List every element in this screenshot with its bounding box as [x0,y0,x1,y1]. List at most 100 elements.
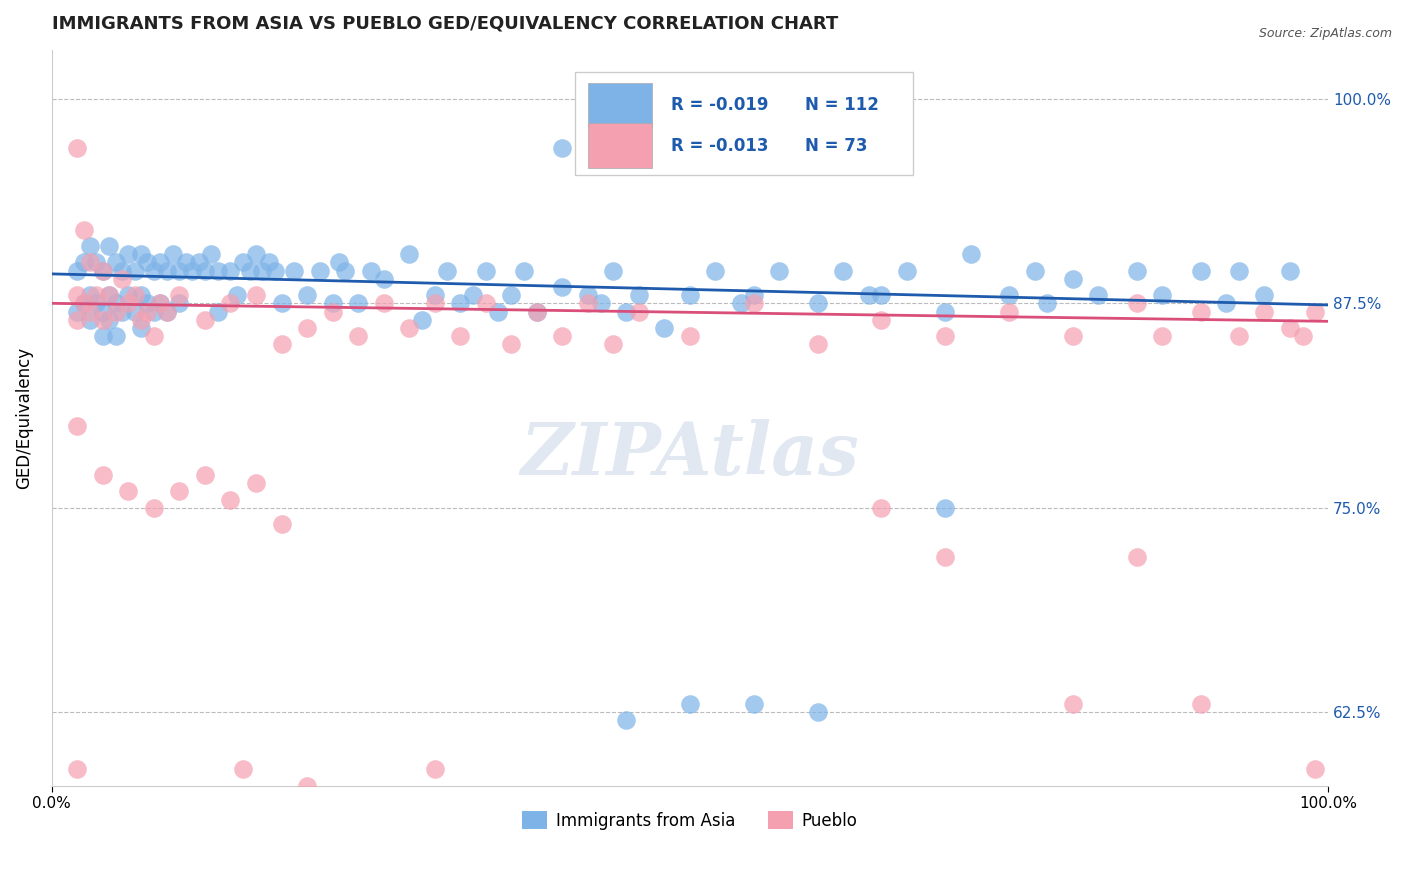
Point [91,263,114,277]
Point [322,304,344,318]
Point [66,288,89,302]
Point [1215,296,1237,310]
Point [73,296,96,310]
Point [169,288,191,302]
Point [858,288,880,302]
Point [104,304,127,318]
Point [501,337,523,351]
Point [194,263,217,277]
Point [91,312,114,326]
Point [870,288,893,302]
Point [551,329,574,343]
Point [335,263,357,277]
Text: Source: ZipAtlas.com: Source: ZipAtlas.com [1258,27,1392,40]
Point [1278,263,1301,277]
Point [252,263,274,277]
Point [1253,304,1275,318]
Point [91,263,114,277]
Point [245,476,267,491]
Point [934,329,956,343]
Text: N = 73: N = 73 [804,136,868,154]
Point [86,288,108,302]
Point [870,500,893,515]
Point [169,484,191,499]
Point [1189,304,1212,318]
Point [1189,263,1212,277]
Point [270,337,292,351]
Point [347,296,370,310]
Point [79,304,101,318]
Point [270,517,292,532]
Point [219,492,242,507]
Point [1305,763,1327,777]
Point [576,288,599,302]
Point [360,263,382,277]
Point [73,296,96,310]
Point [207,304,229,318]
Point [806,296,828,310]
Point [806,705,828,719]
Point [513,263,536,277]
Point [169,263,191,277]
Point [98,312,121,326]
Point [474,263,496,277]
Point [742,288,765,302]
Point [129,247,152,261]
Point [614,714,637,728]
Point [187,255,209,269]
Point [181,263,204,277]
Point [66,312,89,326]
Point [768,263,790,277]
Point [124,263,146,277]
Point [501,288,523,302]
Point [79,255,101,269]
Point [295,321,318,335]
Point [104,255,127,269]
Point [79,312,101,326]
Point [742,697,765,711]
Point [142,304,165,318]
Point [239,263,262,277]
Point [423,288,446,302]
Point [156,304,179,318]
Point [264,263,287,277]
Text: R = -0.019: R = -0.019 [671,96,768,114]
Point [806,337,828,351]
Point [1278,321,1301,335]
Point [66,304,89,318]
Point [411,312,433,326]
Point [283,263,305,277]
FancyBboxPatch shape [588,83,651,127]
Point [225,288,247,302]
Point [270,296,292,310]
Point [129,321,152,335]
Point [136,304,159,318]
Point [474,296,496,310]
Point [373,272,395,286]
Point [142,329,165,343]
Point [436,263,458,277]
Point [347,329,370,343]
Point [73,223,96,237]
Point [219,296,242,310]
Point [1227,263,1250,277]
Text: ZIPAtlas: ZIPAtlas [520,419,859,490]
Point [423,296,446,310]
Point [1125,263,1147,277]
Point [449,296,471,310]
Point [149,296,172,310]
Point [98,288,121,302]
Point [245,247,267,261]
Point [66,763,89,777]
Point [589,296,612,310]
Point [232,763,254,777]
Point [1227,329,1250,343]
Point [679,141,702,155]
Point [142,500,165,515]
Point [129,288,152,302]
Point [806,125,828,139]
Point [117,296,139,310]
FancyBboxPatch shape [575,72,914,175]
Point [136,255,159,269]
Point [117,247,139,261]
